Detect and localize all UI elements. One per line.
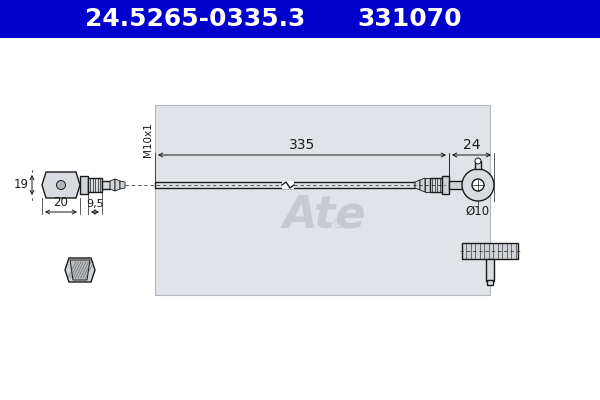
Polygon shape bbox=[42, 172, 80, 198]
Text: Ø10: Ø10 bbox=[466, 205, 490, 218]
Bar bbox=[282, 181, 294, 189]
Circle shape bbox=[475, 158, 481, 164]
Bar bbox=[442, 176, 449, 194]
Bar bbox=[155, 105, 490, 295]
Polygon shape bbox=[70, 260, 90, 280]
Circle shape bbox=[462, 169, 494, 201]
Text: 9,5: 9,5 bbox=[86, 199, 104, 209]
Text: ®: ® bbox=[331, 218, 345, 232]
Bar bbox=[80, 176, 88, 194]
Polygon shape bbox=[120, 181, 125, 189]
Bar bbox=[487, 280, 493, 285]
Text: 331070: 331070 bbox=[358, 7, 463, 31]
Text: 19: 19 bbox=[14, 178, 29, 192]
Bar bbox=[486, 259, 494, 281]
Polygon shape bbox=[425, 178, 430, 192]
Polygon shape bbox=[415, 180, 420, 190]
Polygon shape bbox=[110, 179, 115, 191]
Circle shape bbox=[472, 179, 484, 191]
Polygon shape bbox=[420, 178, 425, 192]
Bar bbox=[449, 181, 463, 189]
Text: Ate: Ate bbox=[283, 194, 367, 236]
Bar bbox=[102, 181, 110, 189]
Polygon shape bbox=[65, 258, 95, 282]
Circle shape bbox=[56, 180, 65, 190]
Bar bbox=[0, 0, 600, 38]
Bar bbox=[155, 182, 415, 188]
Text: 24: 24 bbox=[463, 138, 480, 152]
Bar bbox=[462, 243, 518, 259]
Text: 24.5265-0335.3: 24.5265-0335.3 bbox=[85, 7, 305, 31]
Bar bbox=[88, 178, 102, 192]
Bar bbox=[430, 178, 442, 192]
Bar bbox=[475, 161, 481, 169]
Text: 335: 335 bbox=[289, 138, 315, 152]
Text: M10x1: M10x1 bbox=[143, 122, 153, 157]
Polygon shape bbox=[115, 179, 120, 191]
Text: 20: 20 bbox=[53, 196, 68, 209]
